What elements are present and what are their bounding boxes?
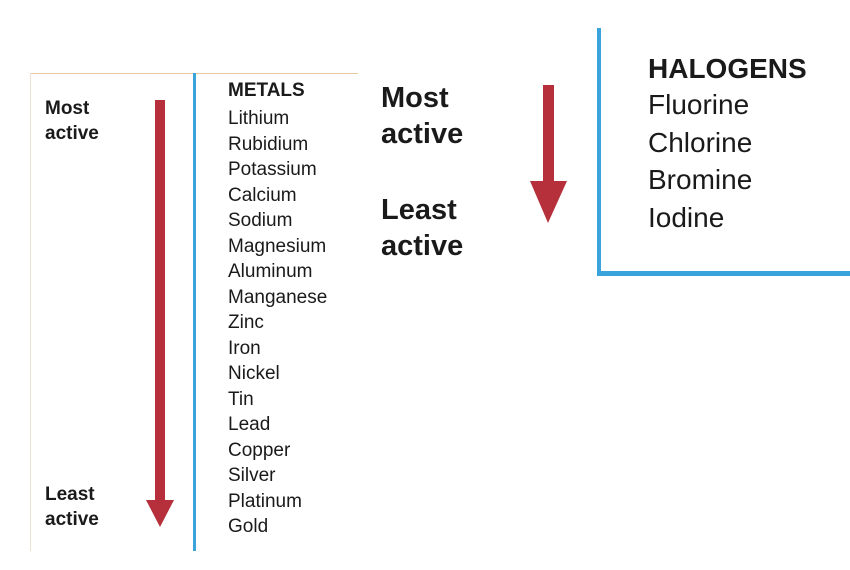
metals-item: Nickel <box>228 363 280 384</box>
metals-item: Tin <box>228 388 254 410</box>
metals-least-active-label: Least active <box>45 482 99 532</box>
halogens-most-label-line2: active <box>381 118 464 150</box>
halogens-least-active-label: Least active <box>381 192 463 264</box>
halogens-most-active-label: Most active <box>381 80 463 152</box>
metals-item: Manganese <box>228 286 328 308</box>
metals-item: Iron <box>228 337 261 359</box>
metals-least-label-line2: active <box>45 509 99 530</box>
metals-item: Calcium <box>228 184 297 206</box>
halogens-item: Fluorine <box>648 89 750 120</box>
halogens-panel-left-border <box>597 28 601 276</box>
metals-most-label-line2: active <box>45 123 99 144</box>
metals-most-active-label: Most active <box>45 96 99 146</box>
metals-item: Silver <box>228 465 276 486</box>
metals-most-label-line1: Most <box>45 98 90 119</box>
halogens-list: Fluorine Chlorine Bromine Iodine <box>648 86 752 236</box>
metals-list: Lithium Rubidium Potassium Calcium Sodium Mag… <box>228 106 327 540</box>
halogens-heading: HALOGENS <box>648 53 807 84</box>
metals-arrow-shaft <box>155 100 165 502</box>
halogens-least-label-line2: active <box>381 230 464 262</box>
halogens-item: Bromine <box>648 164 753 195</box>
metals-panel-left-border <box>30 73 31 551</box>
halogens-arrow-head <box>530 181 567 223</box>
metals-item: Zinc <box>228 312 264 333</box>
halogens-least-label-line1: Least <box>381 194 457 226</box>
halogens-arrow-shaft <box>543 85 554 184</box>
metals-item: Gold <box>228 516 269 537</box>
metals-least-label-line1: Least <box>45 484 95 505</box>
metals-heading: METALS <box>228 80 305 101</box>
metals-item: Magnesium <box>228 235 327 257</box>
halogens-most-label-line1: Most <box>381 82 449 114</box>
halogens-panel-bottom-border <box>597 271 850 276</box>
metals-item: Potassium <box>228 159 317 180</box>
metals-arrow-head <box>146 500 174 527</box>
halogens-item: Chlorine <box>648 126 753 158</box>
metals-item: Copper <box>228 439 291 461</box>
metals-item: Aluminum <box>228 261 313 282</box>
halogens-item: Iodine <box>648 201 725 233</box>
metals-item: Lithium <box>228 108 290 129</box>
metals-item: Lead <box>228 414 271 435</box>
metals-panel-divider <box>193 73 196 551</box>
metals-item: Sodium <box>228 210 293 231</box>
metals-item: Platinum <box>228 490 302 512</box>
metals-item: Rubidium <box>228 133 309 155</box>
